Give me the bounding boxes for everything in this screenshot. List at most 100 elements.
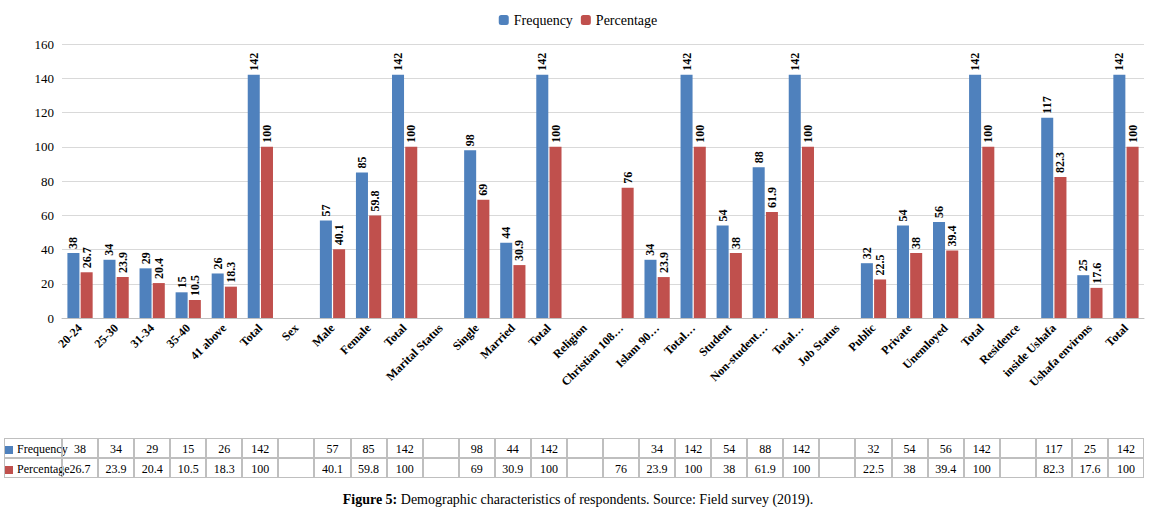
svg-text:0: 0 <box>48 311 55 326</box>
svg-text:120: 120 <box>35 105 55 120</box>
svg-text:61.9: 61.9 <box>765 187 779 208</box>
svg-text:142: 142 <box>680 53 694 71</box>
svg-text:140: 140 <box>35 71 55 86</box>
svg-text:Frequency: Frequency <box>514 13 573 28</box>
svg-text:Total: Total <box>237 321 266 350</box>
svg-text:31-34: 31-34 <box>127 321 157 351</box>
svg-text:Student: Student <box>696 321 735 360</box>
svg-text:34: 34 <box>643 244 657 256</box>
svg-text:40.1: 40.1 <box>332 224 346 245</box>
svg-text:Job Status: Job Status <box>795 321 843 369</box>
svg-text:Sex: Sex <box>279 321 302 344</box>
svg-text:26.7: 26.7 <box>80 247 94 268</box>
svg-text:38: 38 <box>729 237 743 249</box>
html-text:142: 142 <box>684 442 703 456</box>
svg-text:35-40: 35-40 <box>164 321 194 351</box>
svg-text:142: 142 <box>247 53 261 71</box>
svg-text:100: 100 <box>801 125 815 143</box>
svg-text:23.9: 23.9 <box>657 252 671 273</box>
html-text:142: 142 <box>792 442 811 456</box>
svg-text:54: 54 <box>716 210 730 222</box>
svg-text:Female: Female <box>337 321 374 358</box>
svg-text:Total: Total <box>958 321 987 350</box>
svg-text:100: 100 <box>35 139 55 154</box>
svg-text:15: 15 <box>175 276 189 288</box>
svg-text:59.8: 59.8 <box>368 191 382 212</box>
svg-text:57: 57 <box>319 204 333 216</box>
svg-text:41 above: 41 above <box>188 321 230 363</box>
svg-text:40: 40 <box>41 242 54 257</box>
svg-text:100: 100 <box>1126 125 1140 143</box>
svg-text:88: 88 <box>752 151 766 163</box>
svg-text:34: 34 <box>102 244 116 256</box>
svg-text:Residence: Residence <box>976 321 1023 368</box>
html-text:117: 117 <box>1045 442 1063 456</box>
svg-text:100: 100 <box>260 125 274 143</box>
svg-text:inside Ushafa: inside Ushafa <box>1000 321 1059 380</box>
svg-text:142: 142 <box>788 53 802 71</box>
html-text:142: 142 <box>395 442 414 456</box>
svg-text:44: 44 <box>499 227 513 239</box>
svg-text:Private: Private <box>878 321 915 358</box>
svg-text:Total…: Total… <box>769 321 807 358</box>
svg-text:26: 26 <box>211 257 225 269</box>
svg-text:98: 98 <box>463 134 477 146</box>
svg-text:18.3: 18.3 <box>224 262 238 283</box>
svg-text:100: 100 <box>693 125 707 143</box>
html-text:Figure 5: Demographic characte: Figure 5: Demographic characteristics of… <box>342 492 814 507</box>
svg-text:20-24: 20-24 <box>55 321 85 351</box>
svg-text:20.4: 20.4 <box>152 258 166 279</box>
svg-text:Unemloyed: Unemloyed <box>900 321 951 372</box>
html-text:142: 142 <box>251 442 270 456</box>
html-text:Frequency: Frequency <box>17 442 68 456</box>
svg-text:29: 29 <box>139 252 153 264</box>
svg-text:142: 142 <box>968 53 982 71</box>
svg-text:100: 100 <box>404 125 418 143</box>
svg-text:142: 142 <box>535 53 549 71</box>
svg-text:Male: Male <box>309 321 338 350</box>
svg-text:Total…: Total… <box>661 321 698 358</box>
svg-text:56: 56 <box>932 206 946 218</box>
svg-text:69: 69 <box>476 184 490 196</box>
svg-text:Marital Status: Marital Status <box>383 321 446 384</box>
svg-text:Islam 90…: Islam 90… <box>613 321 662 370</box>
svg-text:160: 160 <box>35 37 55 52</box>
svg-text:38: 38 <box>909 237 923 249</box>
svg-text:10.5: 10.5 <box>188 275 202 296</box>
svg-text:Married: Married <box>477 321 518 362</box>
svg-text:Religion: Religion <box>549 321 590 362</box>
svg-text:82.3: 82.3 <box>1053 152 1067 173</box>
html-text:142: 142 <box>972 442 991 456</box>
svg-text:54: 54 <box>896 210 910 222</box>
svg-text:Ushafa environs: Ushafa environs <box>1026 321 1095 390</box>
svg-text:23.9: 23.9 <box>116 252 130 273</box>
svg-text:142: 142 <box>391 53 405 71</box>
svg-text:100: 100 <box>981 125 995 143</box>
svg-text:60: 60 <box>41 208 54 223</box>
html-text:142: 142 <box>1117 442 1135 456</box>
svg-text:Public: Public <box>845 321 878 354</box>
svg-text:142: 142 <box>1112 53 1126 71</box>
svg-text:30.9: 30.9 <box>512 240 526 261</box>
svg-text:25: 25 <box>1076 259 1090 271</box>
svg-text:100: 100 <box>549 125 563 143</box>
svg-text:Non-student…: Non-student… <box>707 321 770 384</box>
html-text:142: 142 <box>539 442 558 456</box>
svg-text:Total: Total <box>1102 321 1131 350</box>
svg-text:38: 38 <box>66 237 80 249</box>
svg-text:Total: Total <box>525 321 554 350</box>
svg-text:20: 20 <box>41 276 54 291</box>
svg-text:25-30: 25-30 <box>91 321 121 351</box>
svg-text:Total: Total <box>381 321 410 350</box>
svg-text:76: 76 <box>621 172 635 184</box>
svg-text:Percentage: Percentage <box>596 13 657 28</box>
svg-text:117: 117 <box>1040 96 1054 113</box>
svg-text:17.6: 17.6 <box>1090 263 1104 284</box>
svg-text:32: 32 <box>860 247 874 259</box>
svg-text:80: 80 <box>41 174 54 189</box>
svg-text:39.4: 39.4 <box>945 226 959 247</box>
svg-text:22.5: 22.5 <box>873 254 887 275</box>
svg-text:85: 85 <box>355 156 369 168</box>
svg-text:Christian 108…: Christian 108… <box>558 321 626 389</box>
svg-text:Single: Single <box>450 321 483 354</box>
